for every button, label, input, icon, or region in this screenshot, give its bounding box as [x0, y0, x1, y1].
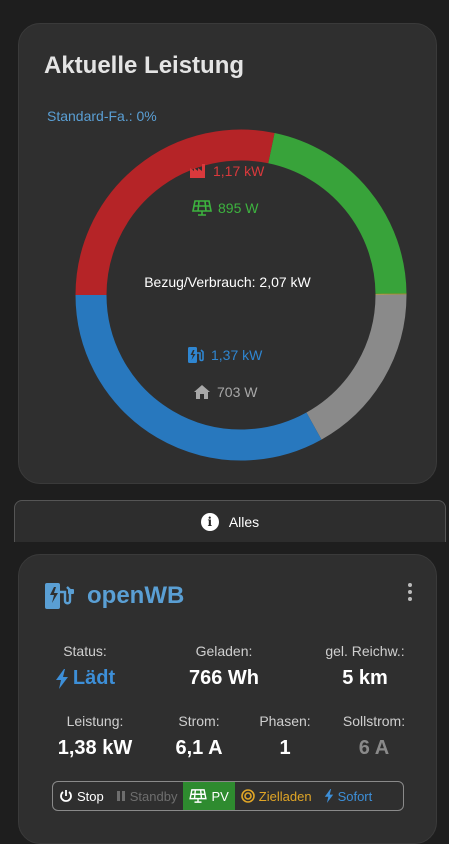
bolt-icon: [324, 789, 334, 803]
power-donut-chart: [19, 24, 438, 485]
grid-power-value: 1,17 kW: [213, 163, 264, 179]
info-icon: i: [201, 513, 219, 531]
mode-standby-label: Standby: [130, 789, 178, 804]
target-current-label: Sollstrom:: [314, 713, 434, 729]
charged-value: 766 Wh: [164, 667, 284, 690]
tab-alles[interactable]: i Alles: [14, 500, 446, 542]
status-label: Status:: [25, 643, 145, 659]
target-icon: [241, 789, 255, 803]
mode-sofort-label: Sofort: [338, 789, 373, 804]
power-stat: Leistung: 1,38 kW: [35, 713, 155, 760]
charging-station-icon: [43, 581, 77, 611]
target-current-stat: Sollstrom: 6 A: [314, 713, 434, 760]
pv-power-label: 895 W: [192, 200, 258, 216]
solar-panel-icon: [189, 789, 207, 803]
house-power-label: 703 W: [193, 384, 257, 400]
charging-station-icon: [187, 346, 205, 364]
mode-pv-label: PV: [211, 789, 228, 804]
standard-label: Standard-Fa.: 0%: [47, 108, 157, 124]
power-card: Aktuelle Leistung Standard-Fa.: 0% 1,17 …: [18, 23, 437, 484]
range-stat: gel. Reichw.: 5 km: [305, 643, 425, 690]
charged-stat: Geladen: 766 Wh: [164, 643, 284, 690]
status-value: Lädt: [25, 667, 145, 690]
mode-pv-button[interactable]: PV: [183, 782, 234, 810]
pv-power-value: 895 W: [218, 200, 258, 216]
openwb-header: openWB: [43, 581, 184, 611]
mode-zielladen-button[interactable]: Zielladen: [235, 782, 318, 810]
donut-segment-laden: [91, 295, 314, 445]
tab-alles-label: Alles: [229, 514, 259, 530]
status-stat: Status: Lädt: [25, 643, 145, 690]
power-value: 1,38 kW: [35, 737, 155, 760]
donut-segment-haus: [314, 294, 391, 426]
power-label: Leistung:: [35, 713, 155, 729]
bolt-icon: [55, 669, 69, 689]
openwb-card: openWB Status: Lädt Geladen: 766 Wh gel.…: [18, 554, 437, 844]
power-icon: [59, 789, 73, 803]
charged-label: Geladen:: [164, 643, 284, 659]
solar-panel-icon: [192, 200, 212, 216]
openwb-title: openWB: [87, 582, 184, 610]
house-power-value: 703 W: [217, 384, 257, 400]
charge-power-label: 1,37 kW: [187, 346, 262, 364]
range-label: gel. Reichw.:: [305, 643, 425, 659]
mode-sofort-button[interactable]: Sofort: [318, 782, 379, 810]
mode-stop-label: Stop: [77, 789, 104, 804]
mode-stop-button[interactable]: Stop: [53, 782, 110, 810]
center-consumption-label: Bezug/Verbrauch: 2,07 kW: [19, 274, 436, 290]
mode-standby-button[interactable]: Standby: [110, 782, 184, 810]
target-current-value: 6 A: [314, 737, 434, 760]
mode-zielladen-label: Zielladen: [259, 789, 312, 804]
more-options-icon[interactable]: [406, 583, 414, 601]
charge-power-value: 1,37 kW: [211, 347, 262, 363]
grid-power-label: 1,17 kW: [189, 163, 264, 179]
pause-icon: [116, 790, 126, 802]
status-value-text: Lädt: [73, 667, 115, 690]
donut-segment-pv: [271, 148, 391, 294]
house-icon: [193, 384, 211, 400]
charge-mode-selector: Stop Standby PV Zielladen Sofort: [52, 781, 404, 811]
factory-icon: [189, 163, 207, 179]
range-value: 5 km: [305, 667, 425, 690]
